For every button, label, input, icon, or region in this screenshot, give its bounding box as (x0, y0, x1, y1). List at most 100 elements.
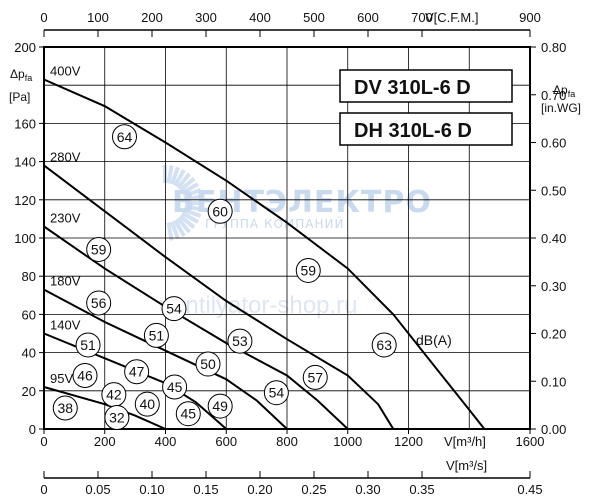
secondary-axis-tick-label: 0.20 (247, 482, 272, 497)
bottom-axis-m3h: 0 200 400 600 800 1000 1200 1600 (40, 429, 544, 449)
right-axis-tick-label: 0.20 (541, 327, 566, 342)
top-axis-tick-label: 700 (411, 10, 433, 25)
bottom-axis-tick-label: 400 (155, 434, 177, 449)
sound-level-circle (86, 290, 112, 316)
right-axis-tick-label: 0.80 (541, 40, 566, 55)
sound-level-markers: 6460596359545357565150545147454946424045… (52, 124, 397, 431)
left-axis-tick-label: 80 (22, 269, 36, 284)
secondary-axis-tick-label: 0.45 (517, 482, 542, 497)
sound-level-value: 54 (166, 301, 182, 317)
grid-lines (44, 47, 530, 429)
sound-level-circle (86, 236, 112, 262)
top-axis-tick-label: 400 (249, 10, 271, 25)
curve-label-400V: 400V (50, 63, 81, 78)
fan-curve-400V (43, 78, 486, 430)
sound-level-circle (104, 405, 130, 431)
top-axis-tick-label: 600 (357, 10, 379, 25)
fan-curve-230V (43, 225, 349, 430)
bottom-axis-m3s: 0 0.05 0.10 0.15 0.20 0.25 0.30 0.35 0.45 (40, 471, 543, 497)
watermark-sun-ray (184, 204, 203, 212)
watermark-sun-ray (166, 165, 174, 184)
curve-label-140V: 140V (50, 318, 81, 333)
left-axis-tick-label: 100 (14, 231, 36, 246)
sound-level-value: 49 (212, 398, 228, 414)
watermark-sun-ray (181, 211, 199, 224)
sound-level-circle (263, 380, 289, 406)
watermark-sun-ray (176, 172, 191, 189)
bottom-axis-tick-label: 600 (215, 434, 237, 449)
left-axis-tick-label: 140 (14, 155, 36, 170)
sound-level-value: 59 (91, 241, 107, 257)
top-axis-cfm: 0 100 200 300 400 500 600 700 900 (40, 10, 541, 37)
sound-level-value: 56 (91, 295, 107, 311)
right-axis-tick-label: 0.60 (541, 136, 566, 151)
secondary-axis-tick-label: 0 (40, 482, 47, 497)
right-axis-tick-label: 0.30 (541, 279, 566, 294)
left-axis-tick-label: 0 (29, 422, 36, 437)
sound-level-value: 64 (117, 129, 133, 145)
watermark-sun-ray (179, 177, 196, 192)
left-axis-tick-label: 60 (22, 307, 36, 322)
top-axis-tick-label: 100 (87, 10, 109, 25)
sound-level-value: 60 (212, 203, 228, 219)
watermark-sun-ray (183, 207, 202, 218)
bottom-axis-tick-label: 1000 (333, 434, 362, 449)
secondary-axis-tick-label: 0.25 (301, 482, 326, 497)
model-box-dv: DV 310L-6 D (339, 69, 513, 103)
sound-level-value: 54 (269, 385, 285, 401)
bottom-axis-tick-label: 200 (94, 434, 116, 449)
top-axis-tick-label: 300 (195, 10, 217, 25)
watermark-sun-ray (184, 194, 203, 202)
sound-level-circle (195, 351, 221, 377)
watermark-sun-ray (169, 221, 180, 240)
sound-level-circle (161, 296, 187, 322)
secondary-axis-tick-label: 0.35 (409, 482, 434, 497)
sound-level-value: 50 (200, 356, 216, 372)
bottom-axis-tick-label: 1200 (394, 434, 423, 449)
bottom-axis-tick-label: 0 (40, 434, 47, 449)
sound-level-circle (111, 124, 137, 150)
right-axis-label: Δpfa (553, 83, 575, 99)
curve-label-95V: 95V (50, 371, 73, 386)
sound-level-circle (175, 401, 201, 427)
left-axis-tick-label: 200 (14, 40, 36, 55)
sound-level-circle (302, 364, 328, 390)
sound-level-circle (371, 332, 397, 358)
left-axis-label: Δpfa (10, 67, 32, 83)
model-box-dh: DH 310L-6 D (339, 112, 513, 146)
top-axis-tick-label: 500 (303, 10, 325, 25)
right-axis-tick-label: 0.50 (541, 183, 566, 198)
curve-label-280V: 280V (50, 149, 81, 164)
sound-level-value: 45 (167, 379, 183, 395)
bottom-axis-tick-label: 1600 (516, 434, 545, 449)
right-axis-unit: [in.WG] (541, 101, 581, 115)
sound-level-circle (75, 332, 101, 358)
watermark-sun-ray (179, 214, 196, 229)
sound-level-value: 42 (106, 387, 122, 403)
left-axis-tick-label: 20 (22, 384, 36, 399)
right-axis-tick-label: 0.10 (541, 374, 566, 389)
watermark-tagline: ГРУППА КОМПАНИЙ (205, 216, 344, 231)
sound-level-circle (295, 257, 321, 283)
secondary-axis-tick-label: 0.05 (85, 482, 110, 497)
watermark-sun-ray (166, 222, 174, 241)
sound-level-circle (162, 374, 188, 400)
watermark-sun-ray (173, 219, 186, 237)
left-axis-tick-label: 160 (14, 116, 36, 131)
sound-level-circle (72, 363, 98, 389)
watermark-sun-ray (181, 182, 199, 195)
fan-curve-280V (43, 164, 395, 430)
watermark-sun-ray (169, 166, 180, 185)
model-label-dh: DH 310L-6 D (354, 120, 472, 142)
left-axis-tick-label: 40 (22, 346, 36, 361)
left-axis-pa: 0 20 40 60 80 100 120 140 160 200 (14, 40, 44, 437)
watermark: ВЕНТЭЛЕКТРО ГРУППА КОМПАНИЙ ventilyator-… (160, 165, 431, 319)
sound-level-circle (134, 391, 160, 417)
model-label-dv: DV 310L-6 D (354, 77, 471, 99)
watermark-site: ventilyator-shop.ru (160, 292, 357, 319)
sound-level-value: 46 (77, 368, 93, 384)
top-axis-tick-label: 900 (519, 10, 541, 25)
sound-level-circle (124, 359, 150, 385)
sound-level-value: 38 (57, 400, 73, 416)
